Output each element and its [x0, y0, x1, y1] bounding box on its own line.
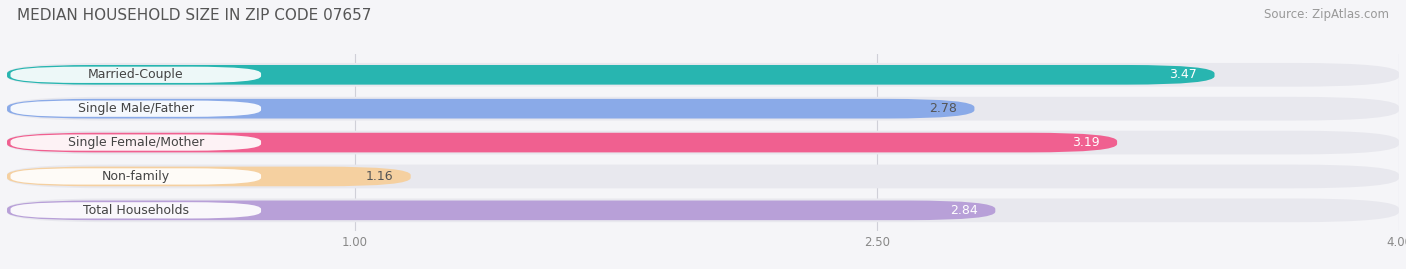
FancyBboxPatch shape	[7, 63, 1399, 87]
Text: 3.19: 3.19	[1073, 136, 1099, 149]
Text: 2.78: 2.78	[929, 102, 957, 115]
Text: MEDIAN HOUSEHOLD SIZE IN ZIP CODE 07657: MEDIAN HOUSEHOLD SIZE IN ZIP CODE 07657	[17, 8, 371, 23]
FancyBboxPatch shape	[7, 133, 1118, 153]
Text: Single Male/Father: Single Male/Father	[77, 102, 194, 115]
FancyBboxPatch shape	[7, 131, 1399, 154]
Text: Total Households: Total Households	[83, 204, 188, 217]
Text: Single Female/Mother: Single Female/Mother	[67, 136, 204, 149]
FancyBboxPatch shape	[10, 202, 262, 218]
FancyBboxPatch shape	[10, 168, 262, 185]
Text: 1.16: 1.16	[366, 170, 394, 183]
FancyBboxPatch shape	[7, 99, 974, 119]
FancyBboxPatch shape	[10, 134, 262, 151]
Text: Non-family: Non-family	[101, 170, 170, 183]
Text: 3.47: 3.47	[1170, 68, 1197, 81]
FancyBboxPatch shape	[10, 101, 262, 117]
Text: 2.84: 2.84	[950, 204, 979, 217]
FancyBboxPatch shape	[7, 167, 411, 186]
FancyBboxPatch shape	[7, 65, 1215, 85]
Text: Source: ZipAtlas.com: Source: ZipAtlas.com	[1264, 8, 1389, 21]
FancyBboxPatch shape	[7, 165, 1399, 188]
FancyBboxPatch shape	[10, 67, 262, 83]
FancyBboxPatch shape	[7, 97, 1399, 121]
FancyBboxPatch shape	[7, 199, 1399, 222]
Text: Married-Couple: Married-Couple	[89, 68, 184, 81]
FancyBboxPatch shape	[7, 200, 995, 220]
